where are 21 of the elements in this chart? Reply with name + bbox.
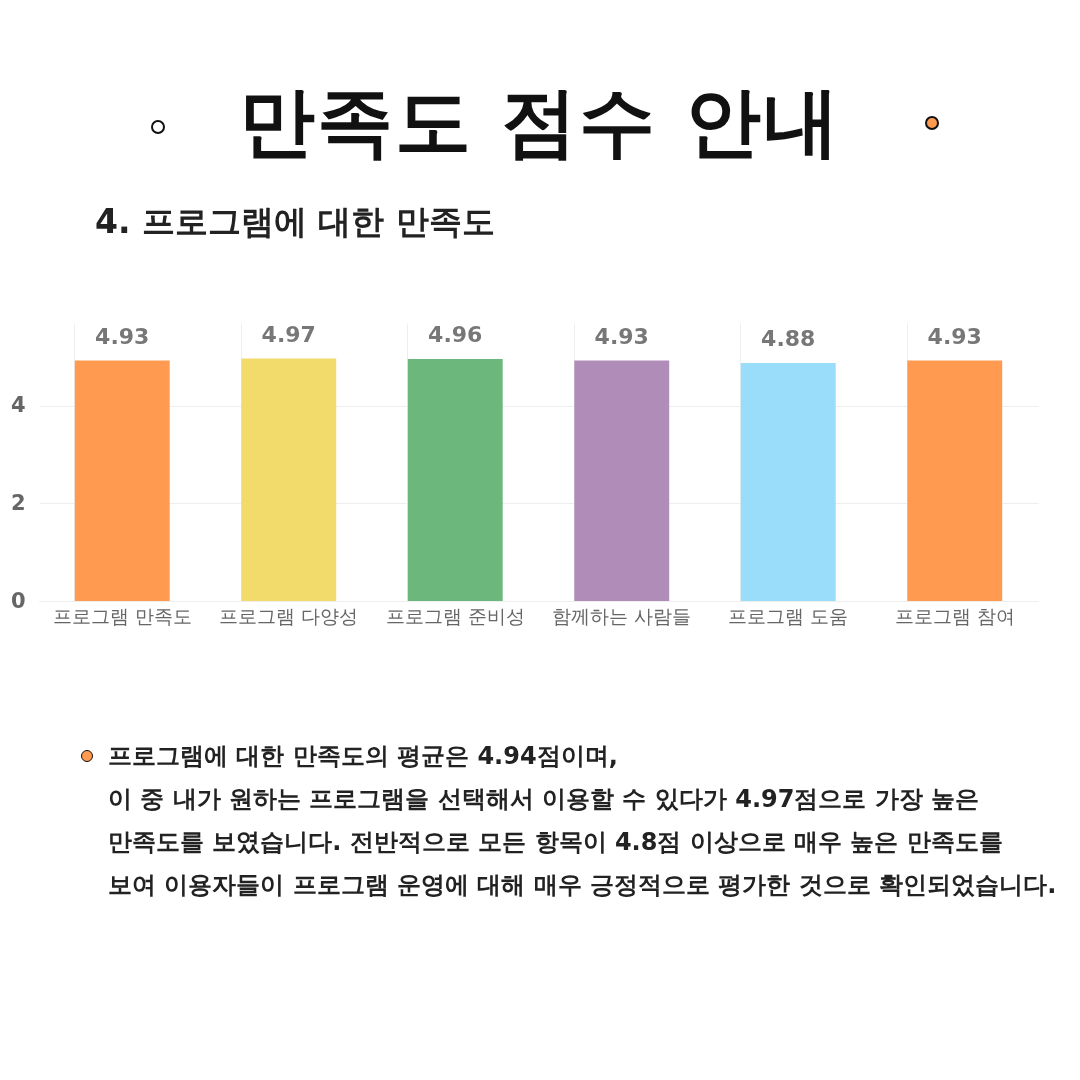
- data-label: 4.88: [761, 325, 816, 351]
- data-label: 4.93: [95, 323, 150, 349]
- data-label: 4.93: [927, 323, 982, 349]
- x-tick-label: 프로그램 참여: [894, 604, 1015, 627]
- x-tick-label: 프로그램 만족도: [52, 604, 192, 627]
- text: 만족도를 보였습니다. 전반적으로 모든 항목이 4.8점 이상으로 매우 높은 만족도를: [108, 827, 1004, 858]
- y-tick-label: 2: [10, 490, 26, 515]
- y-tick-label: 4: [10, 393, 26, 418]
- y-tick-label: 0: [10, 588, 26, 613]
- text: 보여 이용자들이 프로그램 운영에 대해 매우 긍정적으로 평가한 것으로 확인되었습니다.: [108, 870, 1057, 901]
- data-label: 4.93: [594, 323, 649, 349]
- x-tick-label: 프로그램 다양성: [219, 604, 359, 627]
- x-tick-label: 프로그램 도움: [728, 604, 849, 627]
- text: 프로그램에 대한 만족도의 평균은 4.94점이며,: [108, 741, 619, 772]
- x-tick-label: 프로그램 준비성: [385, 604, 525, 627]
- text: 이 중 내가 원하는 프로그램을 선택해서 이용할 수 있다가 4.97점으로 가장 높은: [108, 784, 981, 815]
- chart-title: 만족도 점수 안내: [237, 76, 843, 168]
- data-label: 4.97: [261, 321, 316, 347]
- x-tick-label: 함께하는 사람들: [552, 604, 692, 627]
- data-label: 4.96: [428, 322, 483, 348]
- chart-subtitle: 4. 프로그램에 대한 만족도: [95, 201, 495, 243]
